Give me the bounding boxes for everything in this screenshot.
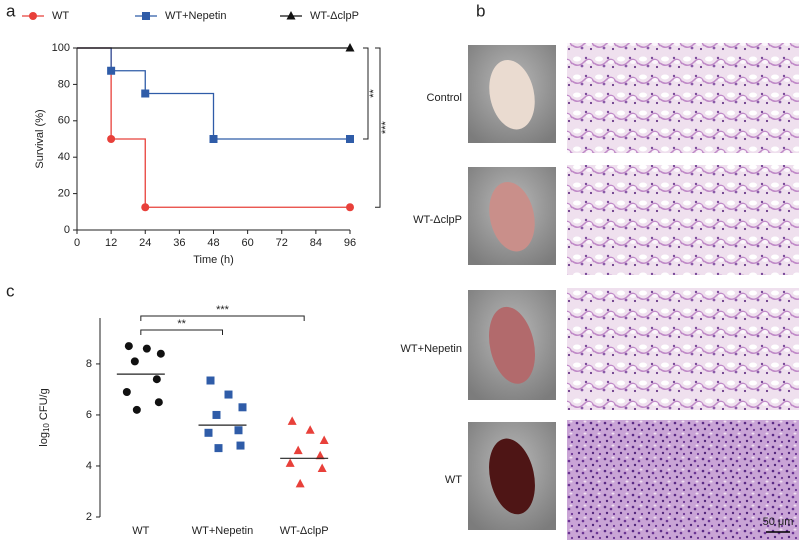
x-tick-label: 48 (207, 237, 219, 249)
marker (154, 398, 163, 407)
y-tick-label: 80 (58, 78, 70, 90)
marker (346, 135, 354, 143)
marker (236, 441, 245, 450)
histology (567, 43, 799, 153)
marker (212, 410, 221, 419)
marker (224, 390, 233, 399)
x-tick-label: 36 (173, 237, 185, 249)
marker (295, 478, 305, 488)
significance-label: ** (177, 318, 186, 330)
row-label: WT+Nepetin (401, 343, 462, 355)
marker (141, 203, 150, 212)
significance-label: *** (216, 304, 230, 316)
marker (315, 450, 325, 460)
marker (214, 444, 223, 453)
y-tick-label: 0 (64, 224, 70, 236)
marker (142, 12, 150, 20)
significance-bracket (140, 315, 305, 321)
organ (489, 438, 535, 515)
marker (132, 405, 141, 414)
significance-bracket (363, 47, 369, 140)
legend-label: WT (52, 10, 69, 22)
histology (567, 420, 799, 540)
marker (107, 66, 116, 75)
histology (567, 288, 799, 410)
y-tick-label: 8 (86, 358, 92, 370)
y-axis-title: log10 CFU/g (38, 388, 51, 446)
significance-label: ** (368, 89, 380, 98)
step-line (77, 47, 350, 140)
y-tick-label: 40 (58, 151, 70, 163)
significance-label: *** (380, 120, 392, 134)
x-tick-label: 0 (74, 237, 80, 249)
marker (317, 463, 327, 473)
histology (567, 165, 799, 275)
marker (293, 445, 303, 455)
y-axis-title: Survival (%) (34, 109, 46, 168)
y-tick-label: 2 (86, 511, 92, 523)
marker (287, 416, 297, 425)
significance-bracket (375, 47, 381, 208)
panel-label: c (6, 281, 15, 300)
x-tick-label: 60 (242, 237, 254, 249)
marker (238, 403, 247, 412)
marker (122, 387, 131, 396)
marker (107, 135, 116, 143)
marker (345, 43, 355, 52)
organ (489, 306, 535, 384)
scale-bar-label: 50 μm (763, 516, 794, 528)
marker (142, 344, 151, 353)
marker (152, 375, 161, 384)
marker (206, 376, 215, 385)
marker (234, 426, 243, 435)
marker (156, 349, 165, 358)
row-label: WT (445, 474, 462, 486)
marker (124, 342, 133, 351)
y-tick-label: 20 (58, 188, 70, 200)
x-tick-label: 96 (344, 237, 356, 249)
y-axis-title-part: 10 (42, 423, 51, 432)
marker (29, 12, 37, 20)
x-tick-label: 84 (310, 237, 322, 249)
legend-label: WT-ΔclpP (310, 10, 359, 22)
x-tick-label: 72 (276, 237, 288, 249)
x-axis-title: Time (h) (193, 254, 234, 266)
y-tick-label: 100 (52, 42, 70, 54)
y-tick-label: 60 (58, 115, 70, 127)
y-axis-title-part: log (38, 432, 50, 447)
marker (286, 11, 296, 20)
x-tick-label: WT+Nepetin (192, 525, 253, 537)
marker (346, 203, 354, 212)
y-tick-label: 6 (86, 409, 92, 421)
organ (489, 59, 535, 130)
marker (141, 89, 150, 98)
marker (319, 435, 329, 444)
panel-label: a (6, 1, 16, 20)
significance-bracket (140, 329, 223, 335)
marker (285, 458, 295, 467)
marker (209, 135, 218, 143)
legend-label: WT+Nepetin (165, 10, 226, 22)
x-tick-label: WT (132, 525, 149, 537)
y-tick-label: 4 (86, 460, 92, 472)
organ (489, 181, 535, 252)
panel-label: b (476, 1, 485, 20)
marker (305, 425, 315, 434)
row-label: WT-ΔclpP (413, 214, 462, 226)
marker (130, 357, 139, 366)
x-tick-label: WT-ΔclpP (280, 525, 329, 537)
marker (204, 428, 213, 437)
row-label: Control (427, 92, 462, 104)
x-tick-label: 24 (139, 237, 151, 249)
x-tick-label: 12 (105, 237, 117, 249)
y-axis-title-part: CFU/g (38, 388, 50, 423)
